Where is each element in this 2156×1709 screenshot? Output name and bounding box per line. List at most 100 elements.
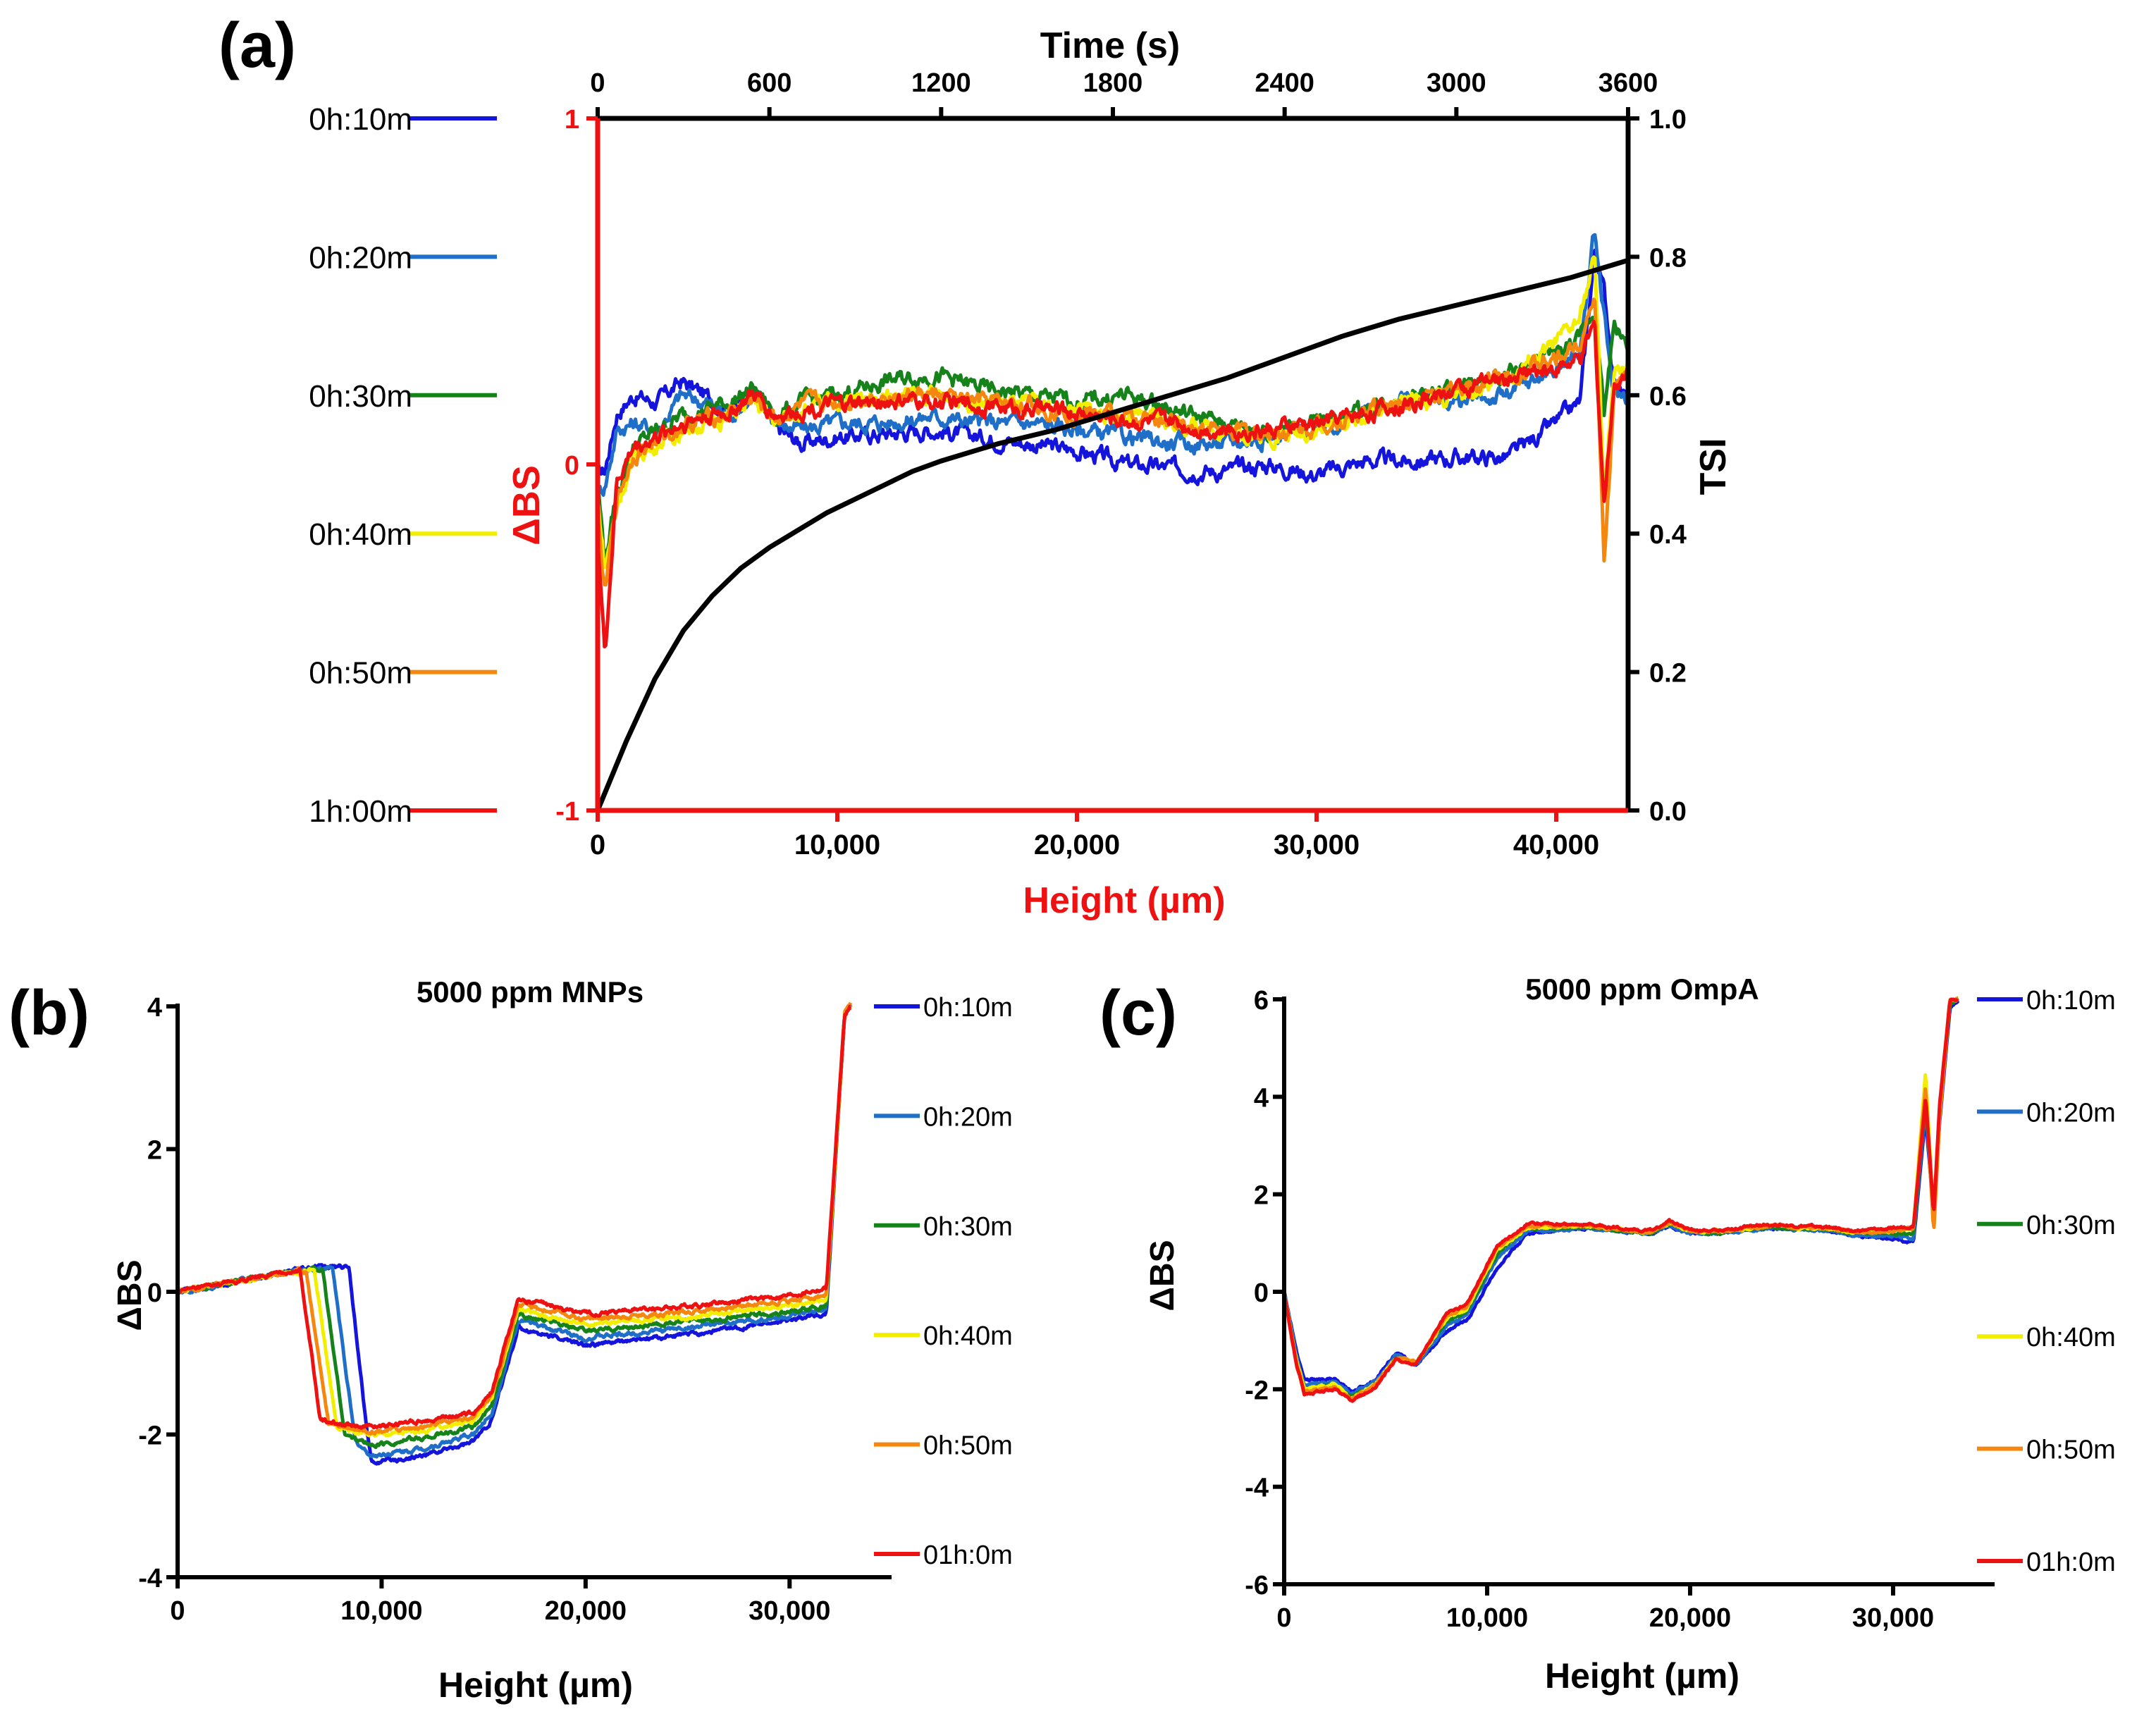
panel-c-legend-label: 01h:0m [2026, 1548, 2116, 1577]
panel-b-y-tick-label: 4 [147, 993, 162, 1023]
panel-c-title: 5000 ppm OmpA [1525, 973, 1758, 1006]
panel-c-legend: 0h:10m 0h:20m 0h:30m 0h:40m 0h:50m 01h:0m [1977, 986, 2116, 1577]
panel-a-series-line [596, 319, 1630, 649]
panel-a-right-tick-label: 0.6 [1649, 382, 1687, 412]
panel-b-legend-label: 0h:40m [923, 1321, 1013, 1351]
panel-a-series-line [596, 315, 1630, 566]
panel-a-legend-label: 0h:20m [309, 240, 412, 275]
panel-c-series-line [1282, 997, 1959, 1401]
panel-c-legend-label: 0h:50m [2026, 1436, 2116, 1465]
panel-a-top-tick-label: 1800 [1083, 68, 1143, 98]
panel-a-top-axis-title: Time (s) [1040, 25, 1180, 66]
panel-a-bottom-tick-label: 40,000 [1513, 829, 1599, 860]
panel-b-legend-label: 0h:30m [923, 1212, 1013, 1242]
panel-a-y-axis-title: ΔBS [505, 465, 548, 545]
panel-a-tsi-curve [595, 257, 1630, 812]
panel-a-series-line [596, 297, 1630, 587]
panel-a-legend-label: 1h:00m [309, 794, 412, 829]
panel-a-bottom-tick-label: 10,000 [794, 829, 880, 860]
panel-a-right-axis: 0.0 0.2 0.4 0.6 0.8 1.0 [1628, 105, 1687, 827]
panel-a: (a) Time (s) 0 600 1200 1800 2400 3000 3600 0.… [218, 11, 1734, 921]
panel-a-right-tick-label: 0.2 [1649, 659, 1687, 689]
panel-a-x-axis: 0 10,000 20,000 30,000 40,000 [590, 810, 1599, 860]
panel-b-series-line [176, 1001, 853, 1436]
panel-a-left-tick-label: 0 [565, 451, 579, 481]
panel-c-y-tick-label: 2 [1254, 1181, 1269, 1211]
panel-c-y-axis-title: ΔBS [1144, 1240, 1181, 1311]
panel-b-y-tick-label: -2 [138, 1421, 162, 1451]
panel-a-legend-label: 0h:30m [309, 379, 412, 414]
panel-c-x-tick-label: 30,000 [1852, 1603, 1934, 1633]
panel-a-legend: 0h:10m 0h:20m 0h:30m 0h:40m 0h:50m 1h:00m [309, 102, 497, 829]
panel-a-left-axis: -1 0 1 [555, 105, 598, 827]
panel-a-top-tick-label: 600 [747, 68, 791, 98]
panel-c-y-tick-label: 4 [1254, 1083, 1269, 1113]
panel-c-series [1282, 997, 1960, 1403]
panel-c-label: (c) [1099, 978, 1177, 1049]
panel-b: (b) 5000 ppm MNPs ΔBS Height (µm) -4 -2 0 2… [8, 975, 1013, 1705]
panel-a-top-tick-label: 2400 [1255, 68, 1314, 98]
panel-c-series-line [1282, 999, 1960, 1394]
panel-b-x-tick-label: 30,000 [749, 1596, 830, 1626]
panel-c-legend-label: 0h:40m [2026, 1323, 2116, 1352]
panel-b-title: 5000 ppm MNPs [417, 975, 643, 1008]
panel-b-axes: -4 -2 0 2 4 0 10,000 20,000 30,000 [138, 993, 892, 1626]
panel-c-x-tick-label: 10,000 [1446, 1603, 1528, 1633]
panel-c-x-tick-label: 0 [1276, 1603, 1291, 1633]
panel-a-legend-label: 0h:50m [309, 656, 412, 691]
panel-c-legend-label: 0h:10m [2026, 986, 2116, 1016]
panel-c-y-tick-label: -2 [1245, 1376, 1269, 1405]
panel-c-series-line [1282, 997, 1959, 1403]
panel-b-legend-label: 0h:10m [923, 993, 1013, 1023]
panel-a-top-tick-label: 3600 [1598, 68, 1658, 98]
panel-a-right-tick-label: 1.0 [1649, 105, 1687, 135]
panel-c-legend-label: 0h:30m [2026, 1211, 2116, 1240]
panel-c-x-tick-label: 20,000 [1649, 1603, 1731, 1633]
panel-a-right-tick-label: 0.0 [1649, 797, 1687, 827]
panel-b-series-line [176, 1005, 853, 1438]
panel-c-y-tick-label: -6 [1245, 1571, 1269, 1600]
panel-a-bottom-tick-label: 30,000 [1274, 829, 1360, 860]
panel-a-right-tick-label: 0.4 [1649, 520, 1687, 550]
panel-b-legend-label: 0h:20m [923, 1102, 1013, 1132]
panel-c-legend-label: 0h:20m [2026, 1098, 2116, 1128]
panel-a-left-tick-label: 1 [565, 105, 579, 135]
panel-c-series-line [1282, 997, 1959, 1396]
panel-b-series-line [175, 1003, 852, 1466]
panel-a-series [596, 233, 1630, 649]
panel-b-legend-label: 01h:0m [923, 1541, 1013, 1570]
panel-b-legend-label: 0h:50m [923, 1431, 1013, 1461]
panel-b-series-line [176, 1004, 853, 1459]
panel-b-y-tick-label: 0 [147, 1278, 162, 1308]
panel-a-left-tick-label: -1 [555, 797, 579, 827]
panel-c-y-tick-label: 6 [1254, 986, 1269, 1016]
panel-a-label: (a) [218, 11, 296, 81]
panel-a-top-tick-label: 3000 [1427, 68, 1486, 98]
panel-a-series-line [596, 248, 1630, 486]
panel-b-x-tick-label: 0 [170, 1596, 185, 1626]
panel-a-legend-label: 0h:10m [309, 102, 412, 137]
panel-b-series [175, 1001, 853, 1466]
panel-b-y-axis-title: ΔBS [111, 1259, 149, 1331]
panel-c-y-tick-label: 0 [1254, 1278, 1269, 1308]
panel-c-series-line [1282, 997, 1959, 1399]
panel-b-y-tick-label: -4 [138, 1564, 162, 1593]
panel-c-x-axis-title: Height (µm) [1545, 1656, 1739, 1696]
panel-c-series-line [1282, 997, 1959, 1402]
panel-a-top-tick-label: 0 [590, 68, 605, 98]
panel-a-right-axis-title: TSI [1693, 438, 1734, 495]
panel-b-x-tick-label: 10,000 [340, 1596, 422, 1626]
panel-a-legend-label: 0h:40m [309, 517, 412, 552]
panel-a-top-axis: 0 600 1200 1800 2400 3000 3600 [590, 68, 1658, 118]
panel-c-axes: -6 -4 -2 0 2 4 6 0 10,000 20,000 30,000 [1245, 986, 1995, 1633]
panel-a-right-tick-label: 0.8 [1649, 243, 1687, 273]
panel-c-y-tick-label: -4 [1245, 1474, 1269, 1503]
panel-b-series-line [176, 1004, 852, 1430]
panel-b-label: (b) [8, 978, 90, 1049]
panel-b-x-axis-title: Height (µm) [438, 1665, 633, 1705]
panel-b-y-tick-label: 2 [147, 1136, 162, 1166]
panel-c: (c) 5000 ppm OmpA ΔBS Height (µm) -6 -4 -2… [1099, 973, 2116, 1696]
panel-b-series-line [176, 1006, 852, 1450]
panel-a-x-axis-title: Height (µm) [1023, 880, 1225, 921]
